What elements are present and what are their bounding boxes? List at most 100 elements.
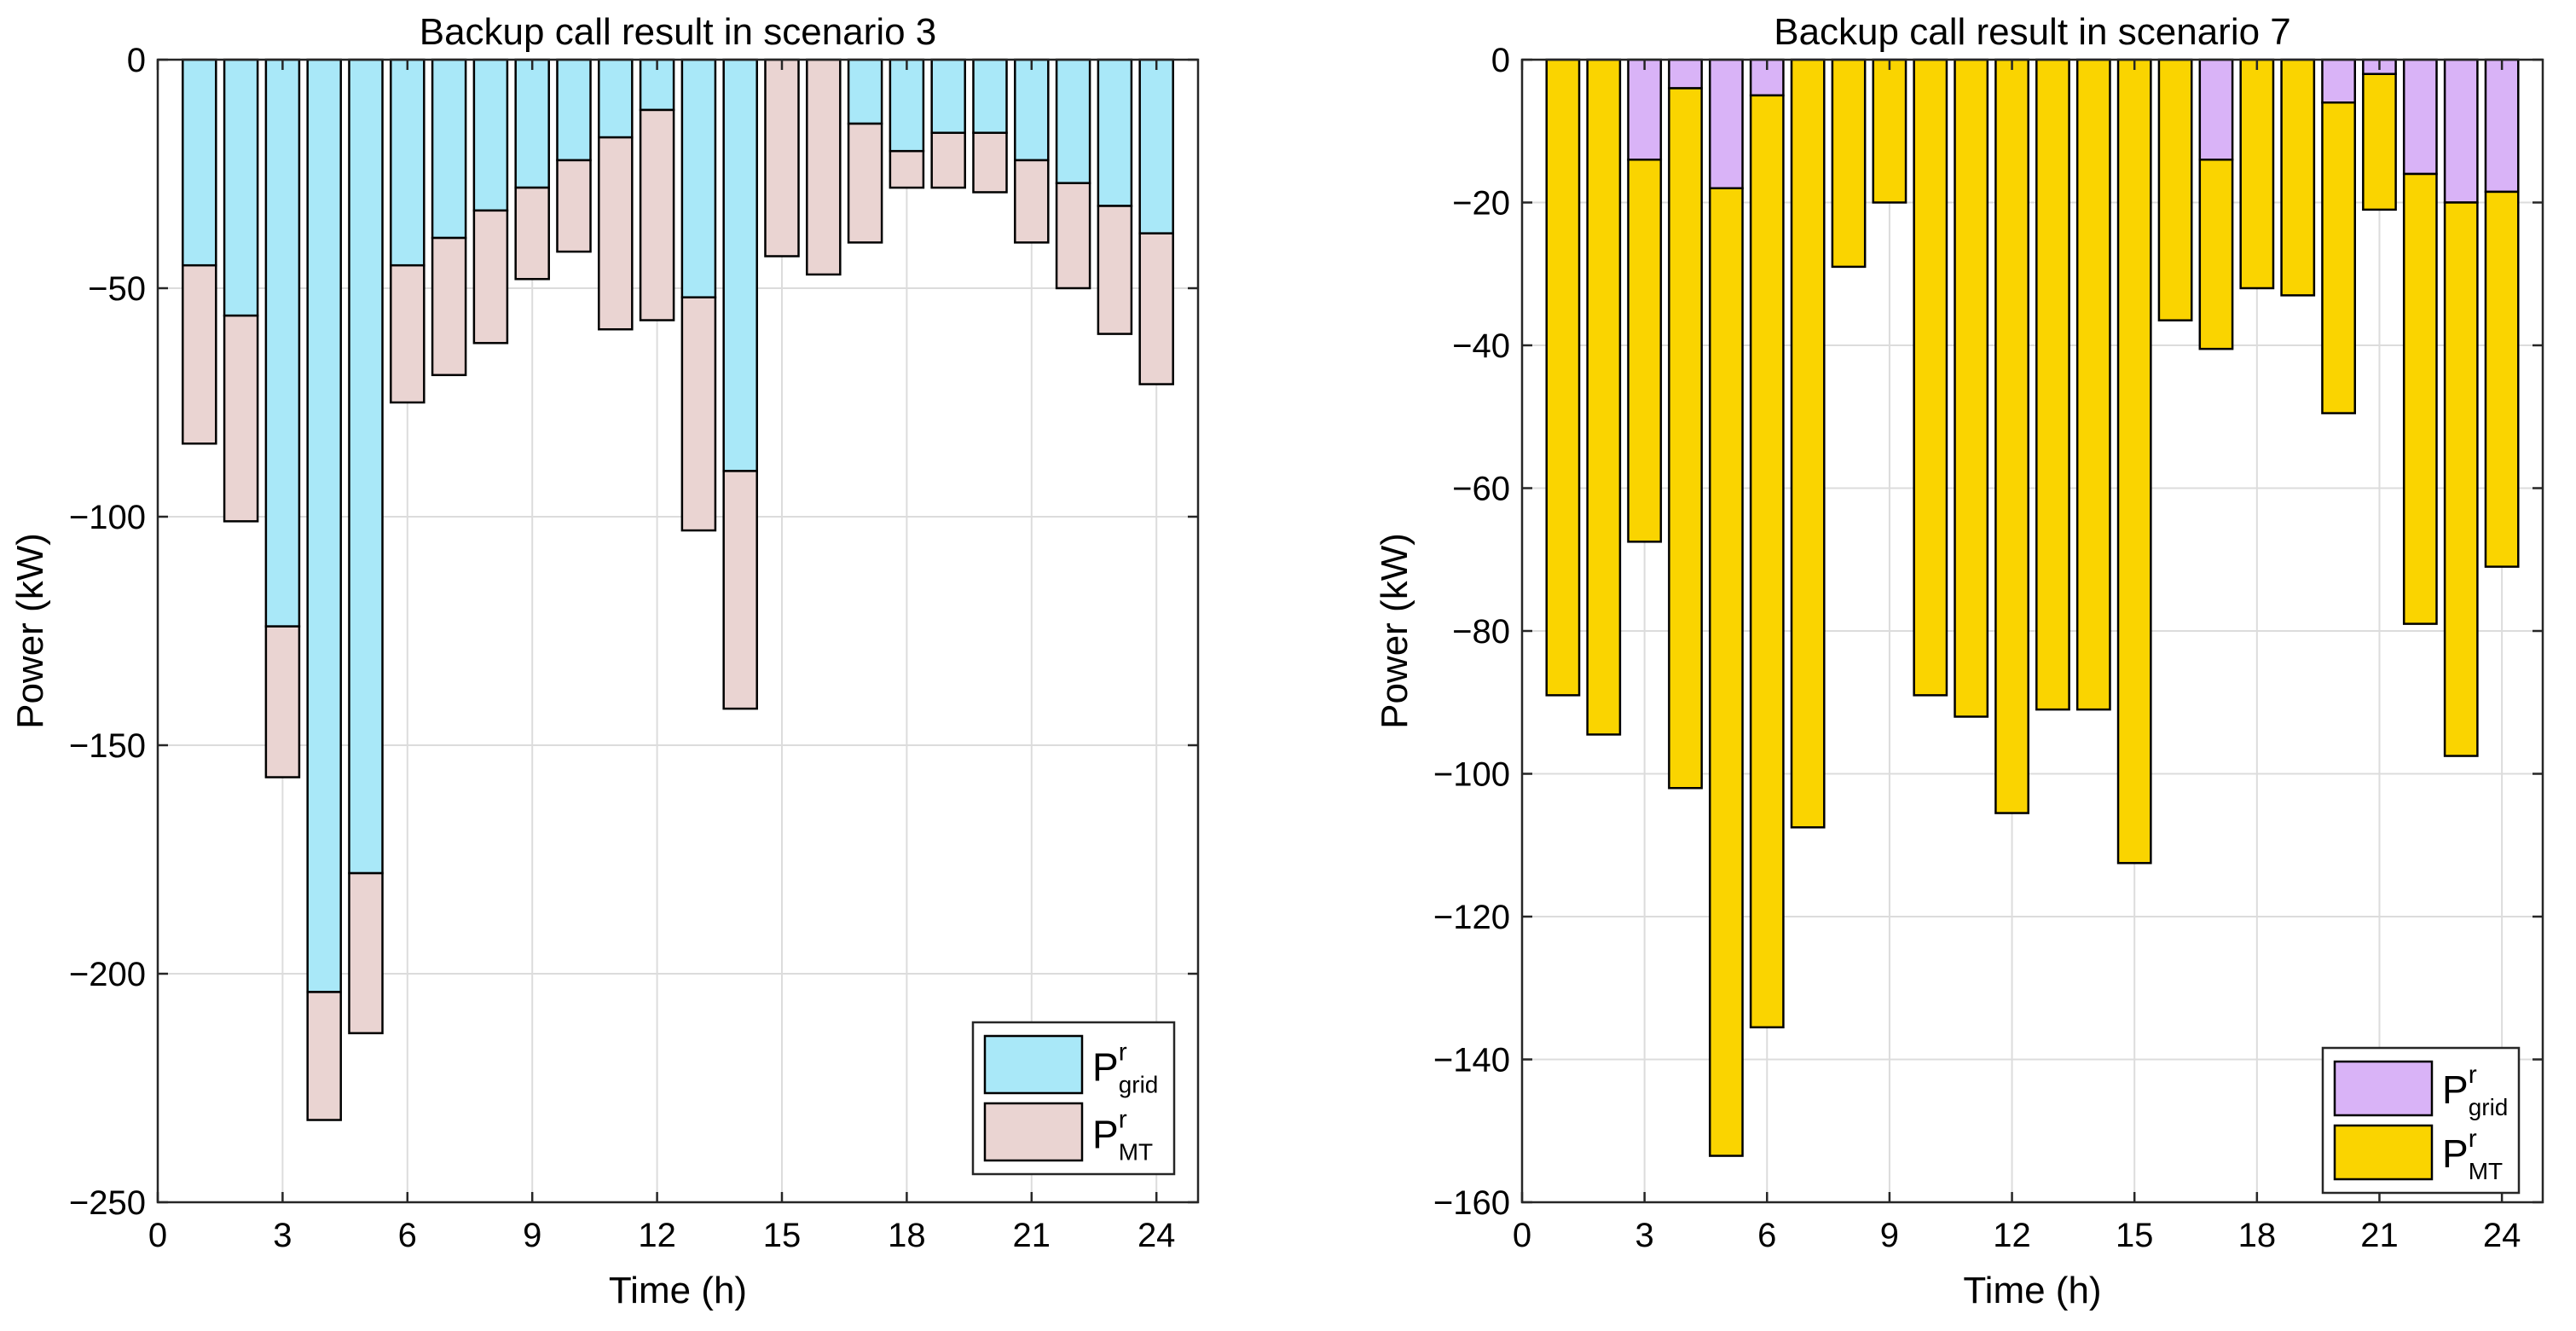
y-tick-label: −140 [1433, 1042, 1510, 1079]
bar-mt-t16 [2157, 58, 2193, 321]
bar-grid-t3 [264, 58, 301, 628]
x-tick-label: 3 [273, 1217, 292, 1254]
x-tick-label: 6 [1757, 1217, 1776, 1254]
bar-mt-t7 [431, 236, 467, 377]
bar-mt-t5 [1708, 187, 1744, 1157]
bar-grid-t1 [182, 58, 217, 267]
bar-mt-t18 [2239, 58, 2275, 290]
legend-swatch-grid [983, 1034, 1084, 1095]
bar-grid-t4 [1668, 58, 1703, 90]
x-tick-label: 21 [2360, 1217, 2399, 1254]
bar-mt-t13 [680, 296, 717, 532]
bar-mt-t22 [1055, 182, 1091, 290]
x-tick-label: 15 [763, 1217, 802, 1254]
bar-grid-t8 [472, 58, 509, 212]
bar-mt-t10 [556, 159, 592, 253]
chart-title: Backup call result in scenario 3 [420, 11, 937, 53]
y-axis-label: Power (kW) [1374, 533, 1415, 729]
bar-grid-t4 [306, 58, 342, 993]
bar-mt-t5 [348, 871, 384, 1034]
bars [182, 58, 1174, 1121]
legend-label-mt: Pr MT [2442, 1125, 2503, 1184]
bar-grid-t6 [390, 58, 425, 267]
x-tick-label: 15 [2116, 1217, 2154, 1254]
bar-grid-t21 [1014, 58, 1050, 162]
bar-mt-t3 [264, 625, 301, 778]
bar-mt-t15 [2116, 58, 2152, 865]
y-tick-label: −20 [1452, 185, 1510, 223]
bars [1545, 58, 2520, 1157]
x-axis-label: Time (h) [609, 1270, 747, 1311]
legend-label-grid: Pr grid [2442, 1061, 2508, 1120]
bar-mt-t21 [1014, 159, 1050, 244]
x-tick-label: 21 [1013, 1217, 1051, 1254]
x-tick-label: 0 [1513, 1217, 1531, 1254]
bar-mt-t14 [722, 470, 758, 710]
bar-mt-t17 [2198, 159, 2234, 350]
bar-grid-t5 [1708, 58, 1744, 189]
bar-mt-t20 [2321, 101, 2357, 414]
bar-mt-t15 [764, 58, 800, 258]
bar-grid-t19 [930, 58, 966, 135]
bar-grid-t11 [598, 58, 634, 139]
bar-mt-t8 [472, 209, 509, 344]
legend-swatch-mt [983, 1102, 1084, 1162]
bar-grid-t2 [223, 58, 259, 317]
bar-mt-t9 [514, 186, 550, 281]
x-tick-label: 12 [1993, 1217, 2031, 1254]
bar-grid-t22 [1055, 58, 1091, 184]
legend-swatch-grid [2333, 1060, 2434, 1117]
bar-mt-t7 [1790, 58, 1826, 829]
bar-grid-t17 [847, 58, 883, 125]
axis-ticks: 0 3 6 9 12 15 18 21 24 0 −50 −100 −150 −200 −250 [69, 42, 1198, 1254]
x-axis-label: Time (h) [1963, 1270, 2101, 1311]
legend-swatch-mt [2333, 1124, 2434, 1181]
bar-mt-t13 [2035, 58, 2070, 711]
chart-scenario-7: 0 3 6 9 12 15 18 21 24 0 −20 −40 −60 −80 −100 −120 −140 −… [1374, 11, 2544, 1311]
bar-grid-t3 [1627, 58, 1663, 161]
bar-mt-t9 [1872, 58, 1907, 204]
y-tick-label: −160 [1433, 1184, 1510, 1222]
x-tick-label: 12 [638, 1217, 676, 1254]
x-tick-label: 9 [523, 1217, 541, 1254]
y-tick-label: −200 [69, 956, 146, 993]
bar-grid-t18 [889, 58, 925, 153]
bar-grid-t9 [514, 58, 550, 189]
y-tick-label: −120 [1433, 899, 1510, 936]
x-tick-label: 18 [2238, 1217, 2277, 1254]
bar-mt-t18 [889, 149, 925, 189]
bar-grid-t24 [2484, 58, 2520, 194]
y-tick-label: −250 [69, 1184, 146, 1222]
bar-mt-t11 [1954, 58, 1989, 718]
y-tick-label: 0 [1491, 42, 1510, 79]
bar-mt-t16 [806, 58, 842, 276]
bar-mt-t2 [1586, 58, 1622, 736]
bar-grid-t7 [431, 58, 467, 240]
bar-grid-t23 [2443, 58, 2479, 204]
bar-grid-t24 [1138, 58, 1174, 234]
bar-mt-t6 [390, 263, 425, 404]
y-tick-label: −40 [1452, 327, 1510, 365]
bar-mt-t12 [1994, 58, 2029, 814]
bar-mt-t22 [2402, 172, 2438, 625]
bar-mt-t24 [1138, 232, 1174, 385]
bar-grid-t22 [2402, 58, 2438, 176]
bar-grid-t10 [556, 58, 592, 162]
x-tick-label: 3 [1635, 1217, 1654, 1254]
bar-grid-t13 [680, 58, 717, 298]
bar-mt-t23 [1097, 205, 1133, 335]
bar-mt-t12 [639, 108, 675, 321]
y-tick-label: −150 [69, 727, 146, 765]
x-tick-label: 24 [2483, 1217, 2521, 1254]
x-tick-label: 9 [1880, 1217, 1899, 1254]
y-axis-label: Power (kW) [9, 533, 51, 729]
chart-scenario-3: 0 3 6 9 12 15 18 21 24 0 −50 −100 −150 −200 −250 Backu… [9, 11, 1200, 1311]
bar-mt-t24 [2484, 190, 2520, 568]
y-tick-label: −50 [88, 270, 146, 308]
legend-label-mt: Pr MT [1092, 1105, 1153, 1165]
bar-mt-t4 [306, 991, 342, 1121]
plot-area-frame [156, 58, 1200, 1204]
bar-mt-t19 [930, 131, 966, 189]
